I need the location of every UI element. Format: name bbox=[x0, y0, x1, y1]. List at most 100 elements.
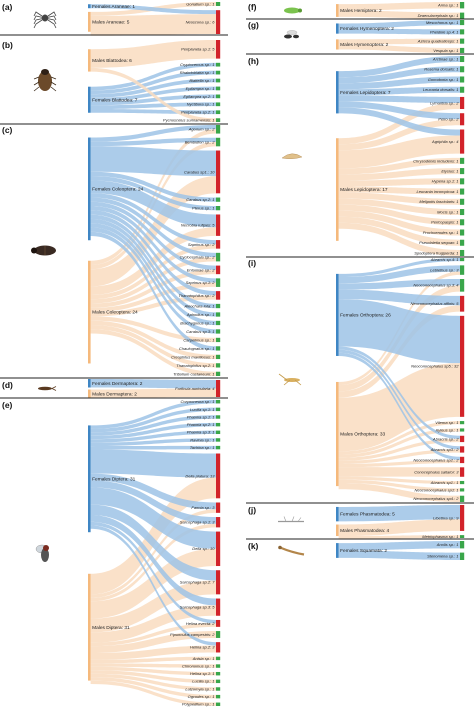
target-node bbox=[460, 428, 465, 432]
flow-link bbox=[338, 95, 460, 103]
source-node bbox=[88, 137, 91, 241]
divider-layer bbox=[0, 18, 474, 540]
target-label: Neoconocephalus sp1: 1 bbox=[414, 487, 458, 492]
target-label: Carabus sp1.: 10 bbox=[184, 169, 215, 174]
flow-link bbox=[338, 279, 460, 290]
flow-link bbox=[90, 171, 216, 202]
source-node bbox=[336, 23, 339, 34]
target-label: Abracris sp3.: 2 bbox=[430, 447, 460, 452]
target-node bbox=[216, 453, 221, 499]
source-label: Males Hymenoptera: 2 bbox=[340, 42, 389, 48]
source-node bbox=[88, 379, 91, 388]
target-label: Saprinus sp.1: 2 bbox=[186, 280, 216, 285]
source-node bbox=[336, 524, 339, 537]
target-label: Ogcodes sp.: 1 bbox=[188, 694, 215, 699]
target-node bbox=[216, 531, 221, 567]
target-node bbox=[460, 20, 465, 26]
target-label: Blattella sp.: 1 bbox=[189, 78, 214, 83]
target-node bbox=[216, 671, 221, 676]
source-label: Males Blattodea: 6 bbox=[92, 58, 132, 64]
icon-layer bbox=[31, 7, 305, 562]
flow-link bbox=[90, 193, 216, 245]
target-label: Fannia sp.: 3 bbox=[191, 505, 215, 510]
target-label: Chaulognatus sp.: 1 bbox=[179, 346, 215, 351]
target-node bbox=[460, 188, 465, 195]
target-label: Polypedilum sp.: 1 bbox=[182, 702, 215, 707]
target-node bbox=[460, 56, 465, 63]
flow-link bbox=[90, 477, 216, 595]
target-node bbox=[460, 96, 465, 110]
target-label: Lucilia sp.1: 1 bbox=[190, 407, 214, 412]
flow-link bbox=[338, 38, 460, 45]
target-label: Abracris sp.: 2 bbox=[432, 436, 459, 441]
flow-link bbox=[338, 299, 460, 364]
flow-link bbox=[90, 201, 216, 270]
target-node bbox=[216, 415, 221, 419]
flow-link bbox=[90, 400, 216, 429]
flow-link bbox=[90, 129, 216, 266]
target-node bbox=[216, 329, 221, 334]
flow-link bbox=[90, 227, 216, 334]
flow-link bbox=[338, 505, 460, 522]
target-label: Sarcophaga sp.2: 7 bbox=[180, 580, 215, 585]
flow-link bbox=[338, 76, 460, 90]
target-node bbox=[216, 252, 221, 262]
flow-link bbox=[90, 677, 216, 699]
flow-link bbox=[338, 44, 460, 53]
flow-link bbox=[338, 119, 460, 151]
flow-link bbox=[338, 178, 460, 187]
flow-link bbox=[338, 467, 460, 477]
fly-icon bbox=[35, 544, 49, 562]
target-label: Stenomena sp.: 1 bbox=[427, 554, 458, 559]
target-node bbox=[216, 694, 221, 699]
flow-link bbox=[90, 666, 216, 676]
target-label: Hypena sp.1: 1 bbox=[432, 179, 459, 184]
source-node bbox=[88, 389, 91, 398]
flow-link bbox=[90, 605, 216, 643]
target-node bbox=[216, 214, 221, 236]
flow-link bbox=[90, 422, 216, 440]
target-node bbox=[460, 488, 465, 492]
target-node bbox=[216, 70, 221, 75]
target-label: Pycnoscelus surinamensis: 1 bbox=[163, 118, 215, 123]
target-label: Metriophasma sp.: 1 bbox=[422, 534, 458, 539]
panel-letter: (j) bbox=[248, 505, 256, 515]
flow-link bbox=[338, 222, 460, 256]
target-node bbox=[216, 278, 221, 287]
flow-link bbox=[90, 146, 216, 177]
target-label: Aphodius sp.: 1 bbox=[186, 312, 215, 317]
target-label: Peiro sp.: 2 bbox=[438, 117, 459, 122]
target-label: Pipunculus campestris: 2 bbox=[170, 632, 215, 637]
target-label: Saprinus sp.: 2 bbox=[188, 242, 215, 247]
flow-link bbox=[90, 521, 216, 624]
target-label: Bembidion sp.: 2 bbox=[185, 139, 216, 144]
target-node bbox=[216, 150, 221, 194]
target-label: Epilampra sp.2: 1 bbox=[183, 94, 214, 99]
target-node bbox=[216, 619, 221, 627]
flow-link bbox=[90, 176, 216, 287]
flow-link bbox=[90, 445, 216, 450]
flow-link bbox=[90, 94, 216, 106]
target-node bbox=[216, 702, 221, 706]
target-node bbox=[216, 197, 221, 202]
target-node bbox=[216, 642, 221, 653]
flow-link bbox=[90, 14, 216, 36]
earwig-icon bbox=[38, 386, 57, 391]
target-node bbox=[216, 354, 221, 360]
target-node bbox=[216, 570, 221, 595]
flow-link bbox=[90, 223, 216, 326]
flow-link bbox=[90, 137, 216, 147]
flow-link bbox=[90, 514, 216, 606]
target-label: Carpelimus sp.: 1 bbox=[183, 337, 214, 342]
target-node bbox=[216, 125, 221, 134]
target-label: Leblethus sp.: 3 bbox=[430, 267, 459, 272]
source-node bbox=[88, 4, 91, 9]
source-label: Females Dermaptera: 2 bbox=[92, 381, 143, 387]
target-node bbox=[216, 206, 221, 211]
target-node bbox=[460, 435, 465, 443]
flow-link bbox=[338, 10, 460, 19]
target-node bbox=[216, 407, 221, 412]
target-label: Corynoneura sp.: 1 bbox=[180, 399, 214, 404]
flow-link bbox=[90, 623, 216, 647]
target-label: Phaonia sp.1: 1 bbox=[187, 414, 215, 419]
